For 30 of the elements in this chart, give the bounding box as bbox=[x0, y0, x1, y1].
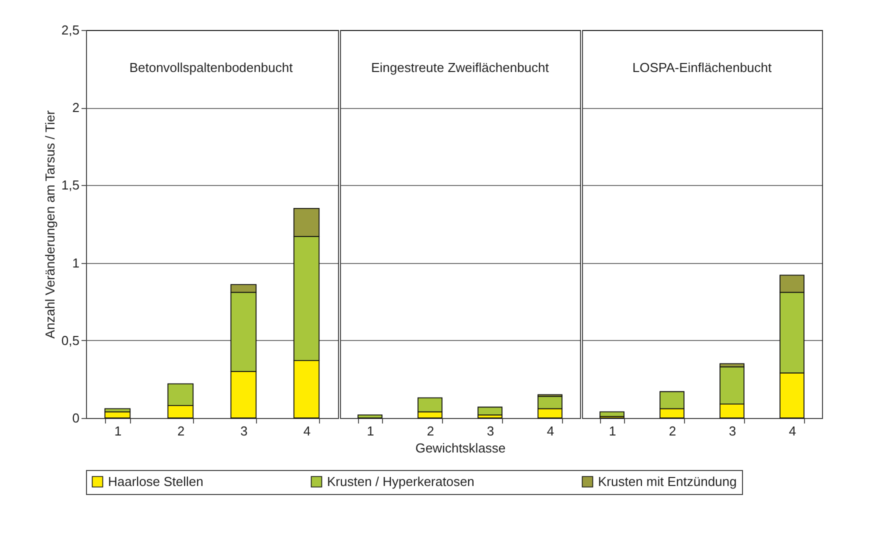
x-tick-label: 3 bbox=[486, 424, 494, 438]
x-tick-label: 1 bbox=[608, 424, 616, 438]
y-tick-label: 2 bbox=[72, 100, 80, 116]
x-tick-label: 4 bbox=[788, 424, 796, 438]
bar bbox=[358, 414, 382, 418]
y-tick-label: 0,5 bbox=[61, 332, 80, 348]
y-tick-label: 1 bbox=[72, 255, 80, 270]
x-tick-label: 2 bbox=[668, 424, 676, 438]
legend-label: Krusten mit Entzündung bbox=[598, 474, 737, 489]
y-axis-title: Anzahl Veränderungen am Tarsus / Tier bbox=[42, 110, 58, 339]
x-tick-label: 2 bbox=[177, 424, 185, 438]
y-tick-label: 1,5 bbox=[61, 178, 80, 193]
x-tick-label: 4 bbox=[546, 424, 554, 438]
x-tick-label: 3 bbox=[240, 424, 248, 438]
x-tick-label: 3 bbox=[728, 424, 736, 438]
legend-label: Krusten / Hyperkeratosen bbox=[327, 474, 474, 489]
x-tick-label: 1 bbox=[366, 424, 374, 438]
text: Eingestreute Zweiflächenbucht bbox=[371, 60, 550, 75]
x-axis-title: Gewichtsklasse bbox=[415, 440, 506, 456]
y-tick-label: 0 bbox=[72, 410, 80, 426]
bar bbox=[478, 406, 502, 416]
x-tick-label: 1 bbox=[114, 424, 122, 438]
text: LOSPA-Einflächenbucht bbox=[632, 60, 772, 75]
x-tick-label: 4 bbox=[303, 424, 311, 438]
text: Betonvollspaltenbodenbucht bbox=[129, 60, 294, 75]
x-tick-label: 2 bbox=[426, 424, 434, 438]
legend-label: Haarlose Stellen bbox=[108, 474, 204, 489]
y-tick-label: 2,5 bbox=[61, 22, 80, 38]
bar bbox=[104, 411, 131, 418]
bar bbox=[600, 411, 624, 417]
